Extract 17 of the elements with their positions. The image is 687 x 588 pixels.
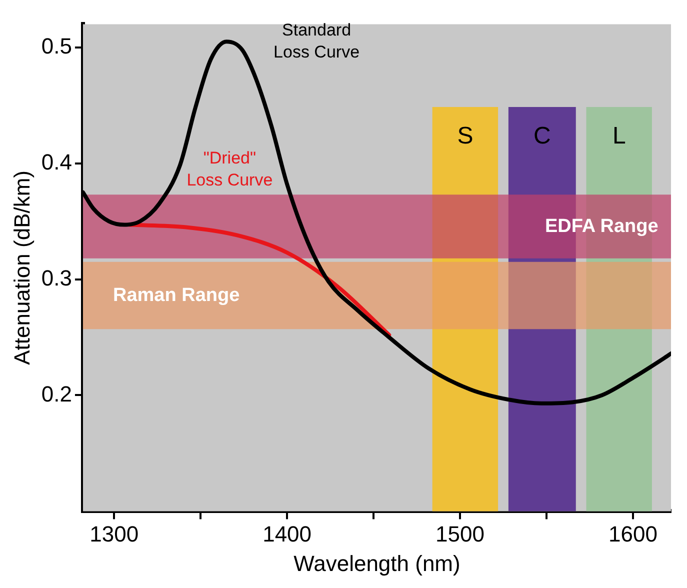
x-tick-label: 1600 bbox=[608, 521, 658, 546]
annotation: "Dried" Loss Curve bbox=[186, 148, 273, 190]
x-tick-label: 1300 bbox=[90, 521, 139, 546]
x-tick-label: 1400 bbox=[262, 521, 312, 546]
y-tick-label: 0.2 bbox=[41, 381, 72, 406]
annotation: Standard Loss Curve bbox=[274, 20, 360, 62]
band-label: S bbox=[457, 122, 474, 150]
y-tick-label: 0.3 bbox=[41, 265, 72, 290]
band-label: Raman Range bbox=[112, 284, 240, 306]
x-tick-label: 1500 bbox=[436, 521, 484, 546]
y-tick-label: 0.4 bbox=[41, 149, 72, 174]
x-axis-title: Wavelength (nm) bbox=[294, 550, 460, 576]
band-label: C bbox=[533, 122, 551, 150]
band-label: EDFA Range bbox=[544, 216, 658, 237]
y-tick-label: 0.5 bbox=[41, 33, 72, 58]
band-label: L bbox=[612, 122, 626, 150]
y-axis-title: Attenuation (dB/km) bbox=[9, 170, 34, 365]
